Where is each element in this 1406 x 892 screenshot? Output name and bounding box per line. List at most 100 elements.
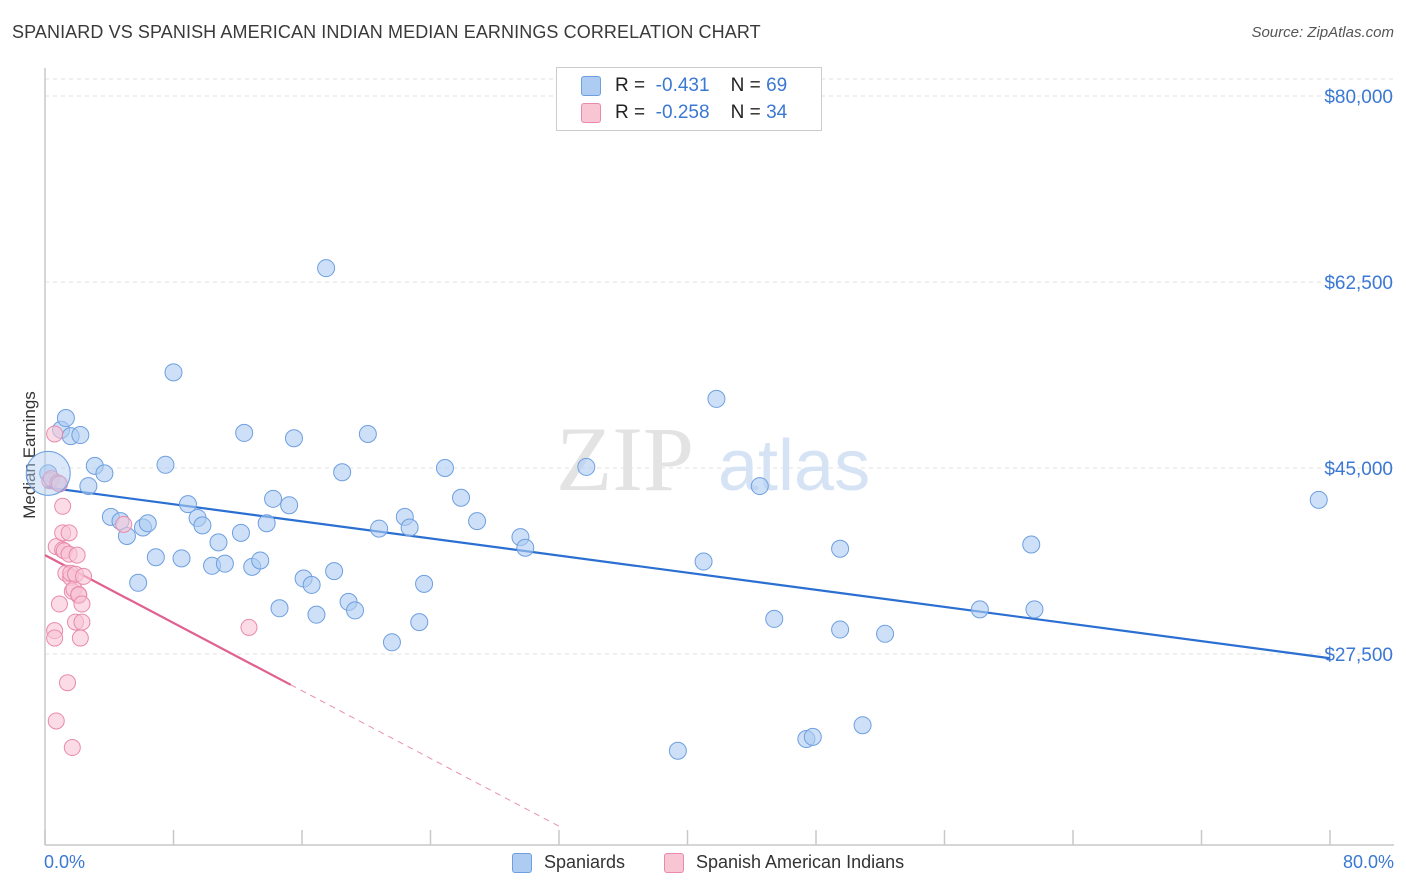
point-spaniards: [415, 574, 434, 593]
point-spaniards: [468, 512, 487, 531]
point-spaniards: [193, 516, 212, 535]
point-spanish-american-indians: [68, 546, 86, 564]
point-spaniards: [668, 741, 687, 760]
r-value: -0.258: [655, 102, 710, 123]
point-spaniards-large: [25, 450, 71, 496]
point-spaniards: [516, 538, 535, 557]
r-value: -0.431: [655, 75, 710, 96]
point-spaniards: [164, 363, 183, 382]
watermark: ZIP atlas: [556, 408, 870, 510]
point-spaniards: [1022, 535, 1041, 554]
point-spaniards: [1309, 490, 1328, 509]
legend-swatch-spanish-american-indians: [664, 852, 684, 873]
point-spaniards: [358, 424, 377, 443]
point-spaniards: [302, 575, 321, 594]
point-spaniards: [325, 562, 344, 581]
point-spaniards: [264, 489, 283, 508]
point-spaniards: [765, 609, 784, 628]
point-spaniards: [876, 624, 895, 643]
point-spaniards: [138, 514, 157, 533]
point-spanish-american-indians: [63, 739, 81, 757]
watermark-zip: ZIP: [556, 408, 694, 510]
point-spaniards: [270, 599, 289, 618]
point-spanish-american-indians: [54, 497, 72, 515]
y-tick-label: $62,500: [1324, 273, 1393, 294]
point-spanish-american-indians: [47, 712, 65, 730]
point-spaniards: [146, 548, 165, 567]
stats-row-spaniards: R = -0.431 N = 69: [581, 74, 787, 98]
point-spaniards: [284, 429, 303, 448]
watermark-atlas: atlas: [718, 426, 870, 506]
point-spaniards: [382, 633, 401, 652]
point-spanish-american-indians: [50, 595, 68, 613]
r-label: R =: [615, 75, 646, 96]
point-spaniards: [71, 426, 90, 445]
point-spanish-american-indians: [75, 567, 93, 585]
point-spaniards: [79, 477, 98, 496]
point-spaniards: [307, 605, 326, 624]
point-spanish-american-indians: [73, 595, 91, 613]
legend-swatch-spaniards: [512, 852, 532, 873]
point-spaniards: [178, 495, 197, 514]
point-spaniards: [694, 552, 713, 571]
n-value: 34: [766, 102, 788, 123]
legend-swatch-spanish-american-indians: [581, 103, 601, 123]
data-points: [25, 259, 1328, 760]
point-spaniards: [280, 496, 299, 515]
point-spaniards: [129, 573, 148, 592]
point-spanish-american-indians: [240, 618, 258, 636]
point-spaniards: [970, 600, 989, 619]
point-spaniards: [400, 518, 419, 537]
point-spanish-american-indians: [46, 629, 64, 647]
point-spaniards: [317, 259, 336, 278]
chart-title: SPANIARD VS SPANISH AMERICAN INDIAN MEDI…: [12, 22, 761, 42]
y-tick-labels: $27,500 $45,000 $62,500 $80,000: [1324, 87, 1393, 666]
point-spaniards: [346, 601, 365, 620]
legend-swatch-spaniards: [581, 76, 601, 96]
stats-row-spanish-american-indians: R = -0.258 N = 34: [581, 101, 787, 125]
point-spaniards: [707, 389, 726, 408]
point-spanish-american-indians: [73, 613, 91, 631]
point-spaniards: [831, 620, 850, 639]
point-spaniards: [231, 523, 250, 542]
point-spaniards: [370, 519, 389, 538]
point-spaniards: [1025, 600, 1044, 619]
axes: [44, 68, 1394, 846]
stats-legend: R = -0.431 N = 69 R = -0.258 N = 34: [556, 67, 822, 131]
point-spaniards: [172, 549, 191, 568]
point-spanish-american-indians: [115, 515, 133, 533]
x-tick-label-max: 80.0%: [1342, 852, 1394, 872]
legend-item-spanish-american-indians[interactable]: Spanish American Indians: [664, 852, 904, 873]
point-spaniards: [56, 409, 75, 428]
point-spaniards: [803, 727, 822, 746]
trend-line-spaniards: [44, 486, 1331, 660]
point-spaniards: [156, 455, 175, 474]
y-tick-label: $80,000: [1324, 87, 1393, 108]
legend-label-spaniards: Spaniards: [544, 852, 626, 872]
trend-line-spanish-american-indians-extension: [290, 684, 560, 827]
point-spaniards: [853, 716, 872, 735]
n-label: N =: [730, 102, 761, 123]
point-spaniards: [435, 459, 454, 477]
point-spaniards: [333, 463, 352, 482]
point-spaniards: [257, 514, 276, 533]
point-spaniards: [452, 488, 471, 507]
legend-label-spanish-american-indians: Spanish American Indians: [696, 852, 905, 872]
n-label: N =: [730, 75, 761, 96]
point-spaniards: [410, 613, 429, 632]
point-spaniards: [750, 477, 769, 496]
point-spaniards: [831, 539, 850, 558]
point-spanish-american-indians: [60, 524, 78, 542]
point-spanish-american-indians: [58, 674, 76, 692]
source-label: Source: ZipAtlas.com: [1251, 24, 1394, 41]
n-value: 69: [766, 75, 788, 96]
x-tick-label-min: 0.0%: [44, 852, 86, 872]
y-tick-label: $45,000: [1324, 459, 1393, 480]
legend-item-spaniards[interactable]: Spaniards: [512, 852, 625, 873]
r-label: R =: [615, 102, 646, 123]
point-spanish-american-indians: [71, 629, 89, 647]
point-spaniards: [95, 464, 114, 483]
y-tick-label: $27,500: [1324, 645, 1393, 666]
point-spaniards: [209, 533, 228, 552]
